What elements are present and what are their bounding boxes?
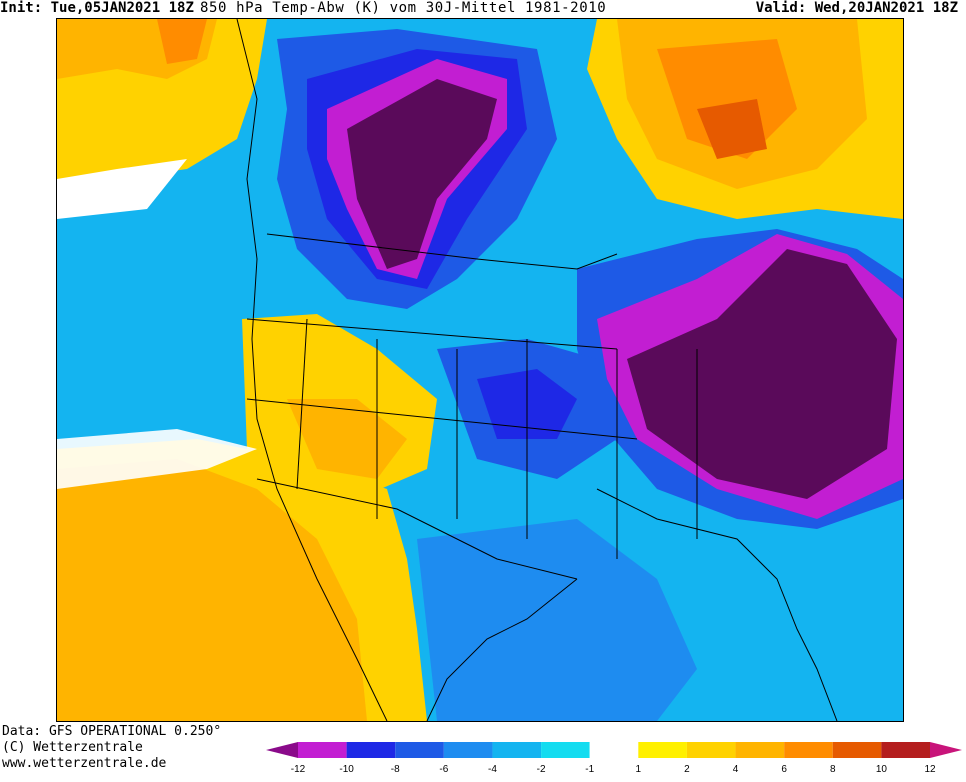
colorbar-tick-label: -6: [439, 764, 448, 775]
valid-label: Valid:: [755, 0, 807, 16]
colorbar-segment: [395, 742, 444, 758]
colorbar-segment: [298, 742, 347, 758]
colorbar-segment: [443, 742, 493, 758]
neutral-band-south: [57, 429, 257, 489]
colorbar-tick-label: -4: [488, 764, 497, 775]
neutral-band-north: [57, 159, 187, 219]
anomaly-field-svg: [57, 19, 903, 721]
data-source-label: Data: GFS OPERATIONAL 0.250°: [2, 724, 222, 739]
colorbar-segment: [881, 742, 930, 758]
init-time-label: Init: Tue,05JAN2021 18Z: [0, 0, 194, 18]
colorbar: -12 -10 -8 -6 -4 -2 -1 1 2 4 6 8 10 12: [266, 740, 962, 778]
warm-core-sw: [57, 459, 367, 721]
colorbar-tick-label: 1: [636, 764, 642, 775]
init-label: Init:: [0, 0, 43, 16]
colorbar-tick-label: -12: [291, 764, 306, 775]
colorbar-tick-label: 4: [733, 764, 739, 775]
colorbar-segment: [686, 742, 736, 758]
colorbar-segment: [784, 742, 833, 758]
cool-region-gulf: [417, 519, 697, 721]
colorbar-segment: [589, 742, 639, 758]
colorbar-tick-label: 2: [684, 764, 690, 775]
colorbar-svg: -12 -10 -8 -6 -4 -2 -1 1 2 4 6 8 10 12: [266, 742, 962, 775]
warm-max-ne: [697, 99, 767, 159]
colorbar-high-arrow: [930, 742, 962, 758]
extreme-cold-east: [627, 249, 897, 499]
colorbar-segment: [492, 742, 542, 758]
init-value: Tue,05JAN2021 18Z: [50, 0, 194, 16]
valid-time-label: Valid: Wed,20JAN2021 18Z: [756, 0, 958, 18]
colorbar-tick-label: -10: [339, 764, 354, 775]
warm-peak-nw: [157, 19, 207, 64]
extreme-cold-canada: [347, 79, 497, 269]
colorbar-segment: [346, 742, 396, 758]
colorbar-tick-label: 12: [924, 764, 936, 775]
colorbar-tick-label: -2: [537, 764, 546, 775]
copyright-label: (C) Wetterzentrale: [2, 740, 143, 755]
website-label: www.wetterzentrale.de: [2, 756, 167, 771]
colorbar-segment: [832, 742, 882, 758]
colorbar-segment: [638, 742, 687, 758]
map-title: 850 hPa Temp-Abw (K) vom 30J-Mittel 1981…: [200, 0, 607, 16]
colorbar-tick-label: -1: [585, 764, 594, 775]
colorbar-tick-label: 8: [830, 764, 836, 775]
colorbar-low-arrow: [266, 742, 298, 758]
colorbar-tick-label: 10: [876, 764, 888, 775]
colorbar-segment: [541, 742, 590, 758]
valid-value: Wed,20JAN2021 18Z: [814, 0, 958, 16]
colorbar-segment: [735, 742, 785, 758]
colorbar-tick-label: -8: [391, 764, 400, 775]
colorbar-tick-label: 6: [781, 764, 787, 775]
boundary-lines: [236, 19, 838, 721]
anomaly-map: [56, 18, 904, 722]
